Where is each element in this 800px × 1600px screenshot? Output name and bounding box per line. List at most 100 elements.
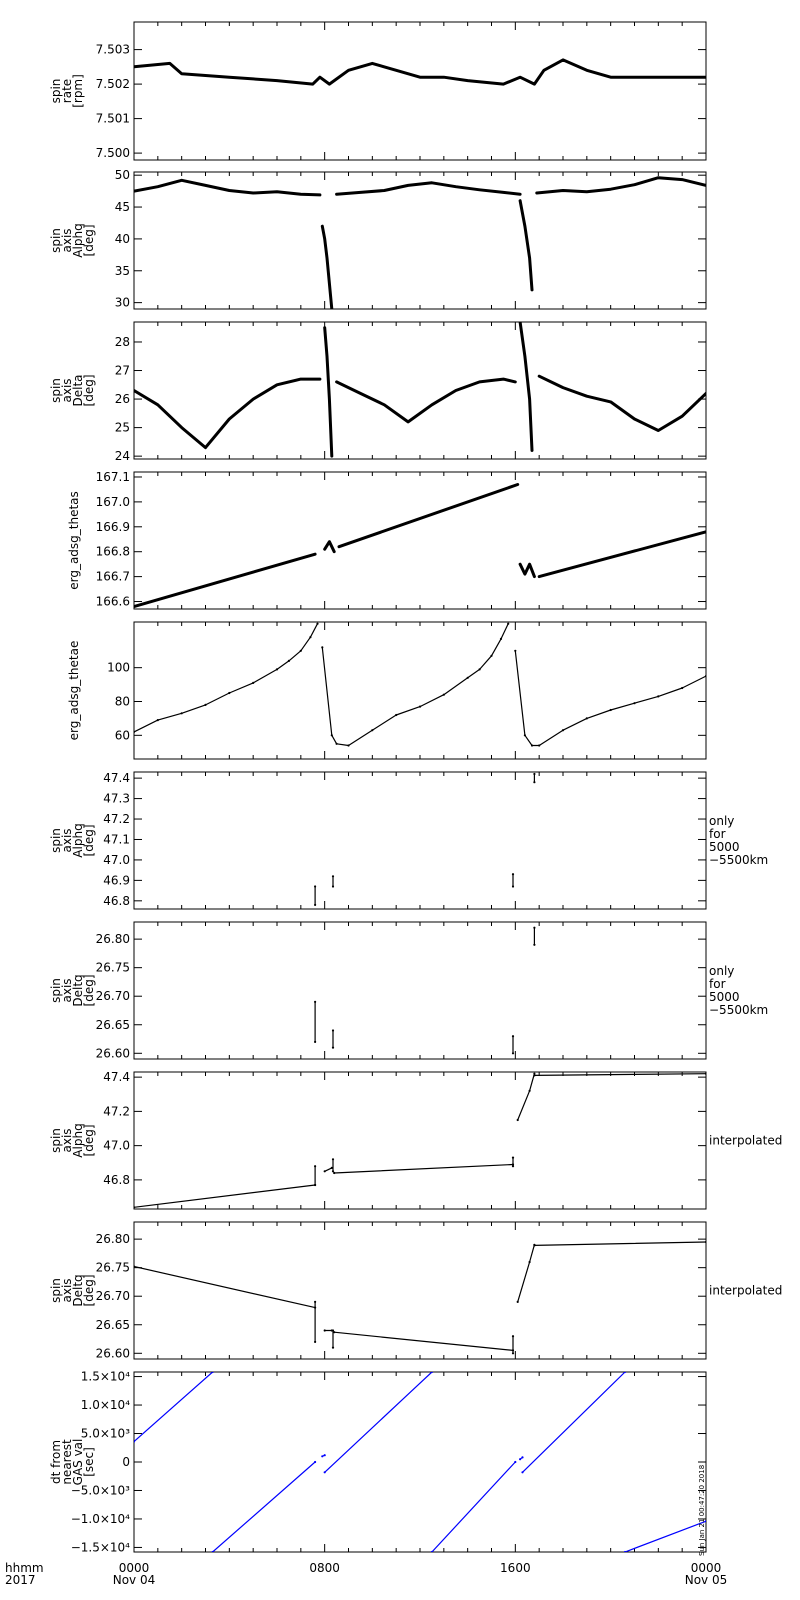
y-tick-label: 7.501 [96, 112, 130, 126]
data-point [156, 185, 159, 188]
data-point [331, 875, 335, 878]
data-point [275, 668, 279, 671]
plot-frame [133, 1371, 707, 1553]
y-tick-label: 26.60 [96, 1346, 130, 1360]
y-axis-label: axis [60, 1278, 74, 1302]
y-tick-label: 46.8 [103, 894, 130, 908]
series-3-line [324, 1167, 333, 1172]
data-point [314, 1000, 317, 1004]
plot-frame [133, 321, 707, 460]
panel-6: 46.8 46.9 47.0 47.1 47.2 47.3 47.4 spinaxisAlph… [49, 771, 768, 910]
series-group [134, 322, 706, 458]
y-tick-label: −1.5×10⁴ [71, 1540, 130, 1554]
data-point [533, 781, 536, 784]
data-point [511, 1052, 515, 1055]
data-point [204, 703, 207, 707]
data-point [318, 193, 321, 196]
y-axis-label: erg_adsg_thetae [67, 641, 81, 741]
data-point [681, 686, 684, 690]
time-tick-label: Nov 04 [113, 1573, 156, 1587]
data-point [519, 563, 522, 566]
data-point [704, 1520, 706, 1523]
data-point [335, 193, 338, 196]
data-point [442, 76, 445, 79]
data-point [318, 378, 321, 381]
data-point [314, 1040, 317, 1043]
y-axis-label: axis [60, 828, 74, 852]
y-tick-label: 47.2 [103, 812, 130, 826]
series-group [134, 176, 706, 309]
y-tick-label: 166.7 [96, 570, 130, 584]
data-point [657, 76, 660, 79]
data-point [371, 729, 374, 732]
series-1-line [134, 1372, 214, 1443]
y-axis-label: [deg] [82, 1125, 96, 1157]
y-tick-label: 5.0×10³ [81, 1427, 130, 1441]
data-point [333, 1331, 336, 1334]
y-axis-label: [deg] [82, 375, 96, 407]
time-tick-label: 0000 [691, 1561, 722, 1575]
data-point [609, 708, 612, 712]
data-point [521, 1456, 524, 1459]
data-point [134, 730, 136, 733]
data-point [228, 417, 231, 421]
data-point [523, 225, 527, 228]
plot-frame [133, 171, 707, 310]
data-point [299, 378, 302, 381]
plot-frame [133, 621, 707, 760]
data-point [347, 744, 350, 747]
data-point [478, 380, 481, 383]
data-point [585, 717, 588, 720]
y-tick-label: 26.65 [96, 1318, 130, 1332]
data-point [325, 256, 329, 260]
y-tick-label: 25 [115, 421, 130, 435]
data-point [533, 926, 536, 929]
data-point [681, 178, 684, 181]
data-point [442, 693, 445, 696]
side-note: −5500km [709, 853, 768, 867]
data-point [533, 1244, 536, 1247]
data-point [657, 695, 660, 698]
data-point [395, 69, 398, 72]
y-tick-label: 28 [115, 335, 130, 349]
data-point [533, 83, 536, 86]
series-4-line [518, 562, 536, 579]
data-point [519, 322, 522, 324]
side-note: 5000 [709, 990, 740, 1004]
data-point [511, 873, 515, 876]
y-axis-label: [deg] [82, 1275, 96, 1307]
series-5-line [333, 1163, 514, 1174]
data-point [528, 563, 531, 566]
data-point [134, 389, 136, 392]
panel-10: −1.5×10⁴ −1.0×10⁴ −5.0×10³ 0 5.0×10³ 1.0×10⁴ 1… [49, 1370, 707, 1554]
series-3-line [335, 181, 522, 196]
plot-frame [133, 921, 707, 1060]
y-tick-label: 35 [115, 264, 130, 278]
y-axis-label: Delta [71, 374, 85, 406]
data-point [331, 885, 335, 888]
y-axis-label: spin [49, 828, 63, 853]
panel-9: 26.60 26.65 26.70 26.75 26.80 spinaxisDeltq[d… [49, 1221, 782, 1360]
panels-group: 7.5007.5017.5027.503spinrate[rpm]3035404… [49, 21, 782, 1554]
data-point [478, 668, 481, 671]
y-tick-label: 80 [115, 694, 130, 708]
y-tick-label: 26.70 [96, 1289, 130, 1303]
y-axis-label: spin [49, 378, 63, 403]
data-point [314, 1165, 317, 1168]
series-3-line [514, 650, 706, 747]
data-point [395, 713, 398, 717]
data-point [156, 719, 159, 722]
time-tick-label: 0800 [309, 1561, 340, 1575]
y-tick-label: 7.500 [96, 146, 130, 160]
data-point [523, 355, 527, 358]
series-7-line [521, 1372, 626, 1473]
y-tick-label: 46.8 [103, 1173, 130, 1187]
data-point [309, 636, 312, 639]
data-point [561, 729, 565, 732]
data-point [511, 1352, 515, 1355]
data-point [228, 189, 231, 192]
data-point [323, 1329, 326, 1332]
data-point [502, 83, 505, 86]
